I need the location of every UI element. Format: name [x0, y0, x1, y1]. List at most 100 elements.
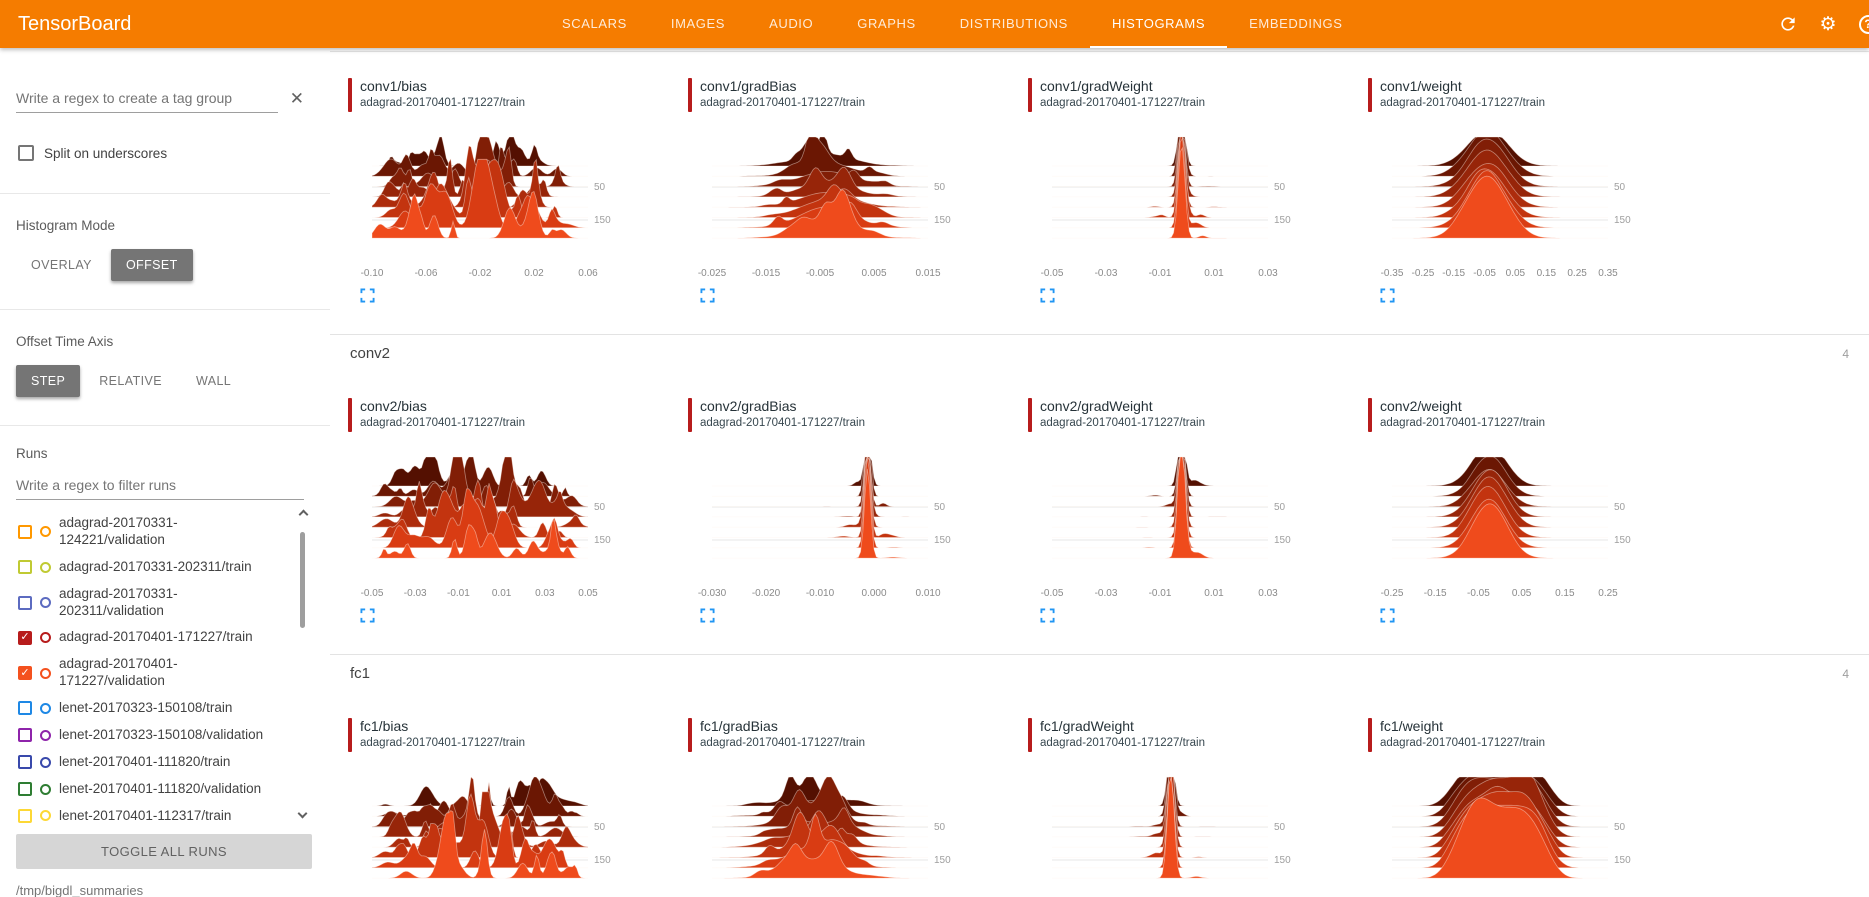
tag-regex-input[interactable]	[16, 84, 278, 113]
run-checkbox[interactable]	[18, 701, 32, 716]
wall-button[interactable]: Wall	[181, 365, 246, 397]
card-run-name: adagrad-20170401-171227/train	[360, 97, 525, 109]
section-header-fc1[interactable]: fc1 4	[330, 654, 1869, 692]
runs-filter-input[interactable]	[16, 471, 304, 500]
help-icon[interactable]: ?	[1857, 13, 1869, 35]
run-item[interactable]: lenet-20170401-111820/validation	[18, 776, 286, 803]
expand-icon[interactable]	[360, 608, 376, 624]
histogram-card: conv2/gradBias adagrad-20170401-171227/tr…	[688, 384, 1028, 624]
tab-graphs[interactable]: GRAPHS	[857, 15, 916, 31]
card-run-name: adagrad-20170401-171227/train	[360, 417, 525, 429]
run-color-circle[interactable]	[40, 667, 51, 679]
expand-icon[interactable]	[1380, 608, 1396, 624]
tab-distributions[interactable]: DISTRIBUTIONS	[959, 15, 1068, 31]
run-color-circle[interactable]	[40, 729, 51, 741]
run-checkbox[interactable]: ✓	[18, 630, 32, 645]
close-icon[interactable]: ✕	[289, 89, 304, 108]
tab-audio[interactable]: AUDIO	[769, 15, 814, 31]
scroll-down-icon[interactable]	[297, 808, 308, 819]
chart-area: 50 150 -0.10 -0.06 -0.02 0.02 0.06	[356, 132, 688, 280]
card-header: conv2/gradWeight adagrad-20170401-171227/…	[1028, 398, 1368, 432]
run-item[interactable]: lenet-20170323-150108/train	[18, 695, 286, 722]
run-color-circle[interactable]	[40, 756, 51, 768]
run-item[interactable]: adagrad-20170331-202311/validation	[18, 581, 286, 625]
run-color-circle[interactable]	[40, 810, 51, 822]
offset-time-axis-toggle: Step Relative Wall	[16, 365, 314, 397]
svg-text:-0.06: -0.06	[415, 268, 438, 279]
svg-text:50: 50	[934, 822, 946, 833]
run-checkbox[interactable]	[18, 808, 32, 823]
histogram-chart[interactable]: 50 150 -0.05 -0.03 -0.01 0.01 0.03	[1036, 132, 1306, 280]
run-checkbox[interactable]	[18, 560, 32, 575]
run-item[interactable]: ✓ adagrad-20170401-171227/validation	[18, 651, 286, 695]
histogram-chart[interactable]: 50 150 -0.025 -0.015 -0.005 0.005 0.015	[696, 132, 966, 280]
run-color-circle[interactable]	[40, 783, 51, 795]
histogram-chart[interactable]: 50 150 -0.05 -0.03 -0.01 0.01 0.03 0.05	[356, 452, 626, 600]
run-color-circle[interactable]	[40, 597, 51, 608]
card-run-name: adagrad-20170401-171227/train	[360, 737, 525, 749]
card-header: conv1/weight adagrad-20170401-171227/trai…	[1368, 78, 1708, 112]
run-color-circle[interactable]	[40, 561, 51, 573]
run-color-bar	[1368, 718, 1372, 752]
expand-icon[interactable]	[700, 288, 716, 304]
section-count: 4	[1842, 346, 1849, 361]
svg-text:50: 50	[1614, 182, 1626, 193]
run-color-circle[interactable]	[40, 526, 51, 538]
expand-icon[interactable]	[1040, 608, 1056, 624]
run-item[interactable]: adagrad-20170331-124221/validation	[18, 510, 286, 554]
tag-section-conv1: conv1/bias adagrad-20170401-171227/train 5…	[330, 52, 1869, 334]
svg-text:50: 50	[594, 822, 606, 833]
run-item[interactable]: lenet-20170401-112317/train	[18, 803, 286, 825]
run-item[interactable]: lenet-20170323-150108/validation	[18, 722, 286, 749]
run-checkbox[interactable]	[18, 728, 32, 743]
svg-text:-0.05: -0.05	[1473, 268, 1496, 279]
run-color-circle[interactable]	[40, 632, 51, 644]
card-header: fc1/bias adagrad-20170401-171227/train	[348, 718, 688, 752]
split-underscores-checkbox[interactable]	[18, 145, 34, 161]
scrollbar-thumb[interactable]	[300, 532, 305, 628]
histogram-chart[interactable]: 50 150 -0.25 -0.15 -0.05 0.05 0.15 0.25	[1376, 452, 1646, 600]
svg-text:0.05: 0.05	[1512, 588, 1532, 599]
step-button[interactable]: Step	[16, 365, 81, 397]
dashboard: conv1/bias adagrad-20170401-171227/train 5…	[330, 48, 1869, 897]
histogram-chart[interactable]: 50 150 -0.030 -0.020 -0.010 0.000 0.010	[696, 452, 966, 600]
runs-scrollbar[interactable]	[297, 508, 309, 822]
scroll-up-icon[interactable]	[298, 509, 308, 520]
expand-icon[interactable]	[700, 608, 716, 624]
histogram-chart[interactable]: 50 150	[696, 772, 966, 897]
tab-scalars[interactable]: SCALARS	[562, 15, 627, 31]
expand-icon[interactable]	[1040, 288, 1056, 304]
refresh-icon[interactable]	[1777, 13, 1799, 35]
histogram-chart[interactable]: 50 150	[1036, 772, 1306, 897]
card-header: conv1/gradBias adagrad-20170401-171227/tr…	[688, 78, 1028, 112]
run-checkbox[interactable]	[18, 595, 32, 610]
tab-images[interactable]: IMAGES	[670, 15, 726, 31]
expand-icon[interactable]	[360, 288, 376, 304]
histogram-chart[interactable]: 50 150	[1376, 772, 1646, 897]
split-underscores-row[interactable]: Split on underscores	[18, 145, 314, 161]
histogram-chart[interactable]: 50 150 -0.05 -0.03 -0.01 0.01 0.03	[1036, 452, 1306, 600]
chart-area: 50 150 -0.025 -0.015 -0.005 0.005 0.015	[696, 132, 1028, 280]
histogram-chart[interactable]: 50 150 -0.10 -0.06 -0.02 0.02 0.06	[356, 132, 626, 280]
tab-embeddings[interactable]: EMBEDDINGS	[1249, 15, 1343, 31]
histogram-chart[interactable]: 50 150 -0.35 -0.25 -0.15 -0.05 0.05 0.15 0.25 0.3…	[1376, 132, 1646, 280]
settings-icon[interactable]: ⚙	[1819, 13, 1837, 35]
run-item[interactable]: adagrad-20170331-202311/train	[18, 554, 286, 581]
tab-histograms[interactable]: HISTOGRAMS	[1089, 0, 1228, 48]
run-checkbox[interactable]: ✓	[18, 666, 32, 681]
section-count: 4	[1842, 666, 1849, 681]
run-item[interactable]: ✓ adagrad-20170401-171227/train	[18, 624, 286, 651]
section-header-conv2[interactable]: conv2 4	[330, 334, 1869, 372]
toggle-all-runs-button[interactable]: Toggle All Runs	[16, 834, 312, 869]
histogram-chart[interactable]: 50 150	[356, 772, 626, 897]
run-checkbox[interactable]	[18, 524, 32, 539]
run-checkbox[interactable]	[18, 782, 32, 797]
run-color-circle[interactable]	[40, 702, 51, 714]
relative-button[interactable]: Relative	[84, 365, 177, 397]
card-run-name: adagrad-20170401-171227/train	[700, 97, 865, 109]
run-checkbox[interactable]	[18, 755, 32, 770]
overlay-button[interactable]: Overlay	[16, 249, 107, 281]
offset-button[interactable]: Offset	[110, 249, 193, 281]
expand-icon[interactable]	[1380, 288, 1396, 304]
run-item[interactable]: lenet-20170401-111820/train	[18, 749, 286, 776]
